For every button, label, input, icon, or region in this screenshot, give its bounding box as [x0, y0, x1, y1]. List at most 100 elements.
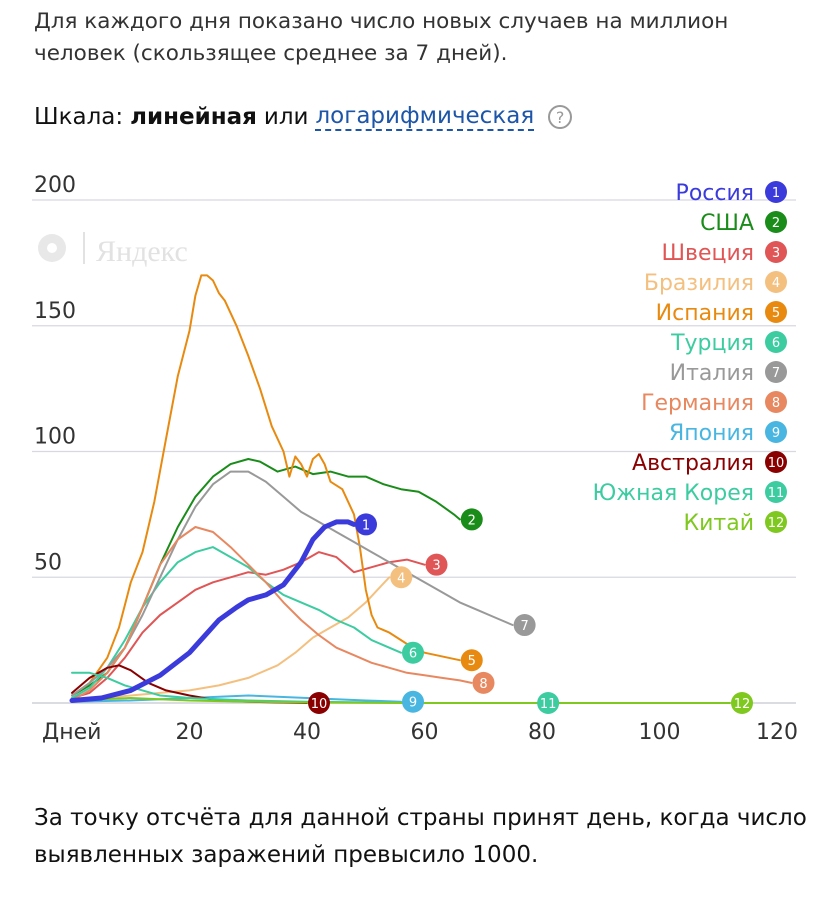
legend: Россия 1 США 2 Швеция 3 Бразилия 4 Испания 5 Турци… [593, 181, 787, 536]
legend-badge-circle [765, 481, 787, 503]
end-badge-number: 8 [479, 677, 487, 692]
legend-badge-circle [765, 421, 787, 443]
end-badge-circle [460, 508, 483, 531]
legend-badge-circle [765, 181, 787, 203]
legend-item-11[interactable]: Южная Корея 11 [593, 481, 787, 506]
scale-label: Шкала: [34, 104, 124, 130]
legend-badge-number: 8 [772, 396, 780, 411]
series-line-8 [71, 526, 473, 702]
legend-badge-circle [765, 271, 787, 293]
scale-option-logarithmic[interactable]: логарифмическая [315, 103, 535, 131]
x-tick-label: 100 [639, 720, 681, 745]
end-badge-circle [537, 692, 560, 714]
legend-badge-circle [765, 211, 787, 233]
x-tick-label: 20 [176, 720, 204, 745]
legend-label: Россия [676, 181, 754, 206]
end-badge-circle [355, 513, 377, 536]
legend-label: Италия [670, 361, 754, 386]
end-badge-number: 1 [362, 518, 370, 533]
end-badge-9: 9 [402, 690, 424, 713]
y-tick-label: 150 [34, 299, 76, 324]
end-badge-6: 6 [402, 641, 424, 664]
series-line-4 [71, 576, 391, 702]
legend-item-5[interactable]: Испания 5 [656, 301, 787, 326]
end-badge-5: 5 [460, 649, 483, 672]
legend-item-6[interactable]: Турция 6 [670, 331, 787, 356]
x-tick-label: 40 [293, 720, 321, 745]
end-badge-circle [513, 614, 536, 637]
end-badge-circle [472, 671, 495, 694]
scale-switcher: Шкала: линейная или логарифмическая ? [34, 103, 573, 131]
legend-item-9[interactable]: Япония 9 [669, 421, 787, 446]
end-badge-circle [425, 553, 448, 576]
legend-badge-circle [765, 361, 787, 383]
legend-item-3[interactable]: Швеция 3 [661, 241, 787, 266]
end-badge-circle [402, 690, 424, 713]
y-tick-label: 100 [34, 425, 76, 450]
end-badge-12: 12 [731, 692, 753, 714]
legend-badge-number: 10 [768, 456, 785, 471]
legend-item-12[interactable]: Китай 12 [683, 511, 787, 536]
legend-badge-number: 2 [772, 216, 780, 231]
legend-badge-circle [765, 391, 787, 413]
legend-label: Швеция [661, 241, 754, 266]
end-badge-1: 1 [355, 513, 377, 536]
end-badge-number: 3 [432, 559, 440, 574]
scale-option-linear[interactable]: линейная [130, 104, 257, 130]
legend-badge-number: 12 [768, 516, 785, 531]
x-tick-label: 60 [411, 720, 439, 745]
end-badge-circle [308, 692, 330, 714]
legend-item-8[interactable]: Германия 8 [641, 391, 787, 416]
legend-item-4[interactable]: Бразилия 4 [644, 271, 787, 296]
x-tick-label: 120 [756, 720, 798, 745]
end-badge-10: 10 [308, 692, 330, 714]
legend-badge-number: 9 [772, 426, 780, 441]
legend-badge-circle [765, 511, 787, 533]
legend-badge-number: 1 [772, 186, 780, 201]
series-line-6 [71, 546, 402, 699]
legend-label: Австралия [632, 451, 754, 476]
legend-label: Испания [656, 301, 754, 326]
end-badge-7: 7 [513, 614, 536, 637]
legend-badge-number: 11 [768, 486, 785, 501]
end-badge-number: 4 [397, 571, 405, 586]
footnote: За точку отсчёта для данной страны приня… [34, 805, 807, 868]
legend-item-10[interactable]: Австралия 10 [632, 451, 787, 476]
y-tick-label: 200 [34, 173, 76, 198]
end-badge-number: 5 [468, 654, 476, 669]
end-badge-circle [402, 641, 424, 664]
end-badge-circle [731, 692, 753, 714]
series-lines [69, 274, 731, 704]
end-badge-4: 4 [390, 566, 413, 589]
legend-badge-circle [765, 301, 787, 323]
legend-item-1[interactable]: Россия 1 [676, 181, 787, 206]
legend-label: Южная Корея [593, 481, 754, 506]
series-line-7 [71, 470, 514, 697]
legend-label: Германия [641, 391, 754, 416]
legend-item-7[interactable]: Италия 7 [670, 361, 787, 386]
legend-item-2[interactable]: США 2 [700, 211, 787, 236]
end-badge-11: 11 [537, 692, 560, 714]
watermark-text: Яндекс [96, 235, 188, 268]
end-badge-number: 6 [409, 647, 417, 662]
chart-description: Для каждого дня показано число новых слу… [34, 9, 729, 66]
end-badge-number: 11 [540, 697, 557, 712]
legend-badge-number: 7 [772, 366, 780, 381]
series-line-3 [71, 551, 426, 699]
end-badge-number: 2 [468, 513, 476, 528]
x-axis-label: Дней [42, 720, 101, 745]
yandex-logo-icon-inner [47, 243, 57, 253]
x-tick-label: 80 [528, 720, 556, 745]
y-tick-label: 50 [34, 550, 62, 575]
series-line-5 [71, 274, 461, 697]
end-badge-number: 9 [409, 696, 417, 711]
legend-badge-circle [765, 331, 787, 353]
help-icon[interactable]: ? [548, 105, 573, 129]
series-line-1 [69, 519, 357, 703]
scale-or-text: или [263, 104, 309, 130]
legend-badge-circle [765, 451, 787, 473]
legend-label: Бразилия [644, 271, 754, 296]
legend-badge-circle [765, 241, 787, 263]
end-badge-number: 10 [311, 697, 328, 712]
